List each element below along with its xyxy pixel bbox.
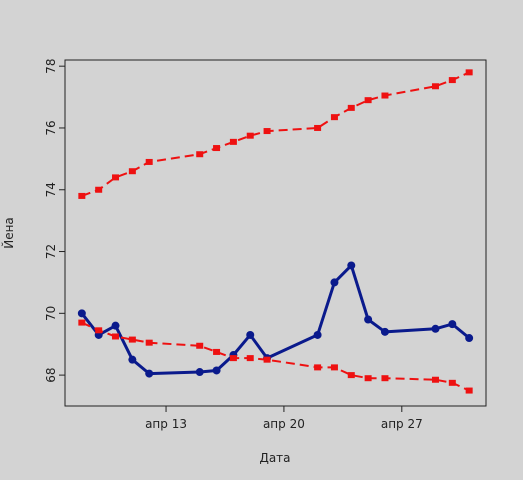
data-point	[347, 104, 355, 111]
data-point	[364, 315, 373, 324]
data-point	[465, 69, 473, 76]
y-tick-label: 78	[44, 59, 58, 74]
data-point	[381, 375, 389, 382]
data-point	[128, 168, 136, 175]
data-point	[196, 342, 204, 349]
data-point	[263, 128, 271, 135]
data-point	[314, 364, 322, 371]
data-point	[145, 369, 154, 378]
data-point	[448, 379, 456, 386]
data-point	[145, 158, 153, 165]
y-axis-title: Йена	[1, 217, 16, 249]
series-2	[78, 69, 473, 199]
data-point	[330, 278, 339, 287]
series-layer	[77, 69, 474, 394]
data-point	[229, 138, 237, 145]
series-line	[80, 263, 471, 376]
series-line	[81, 71, 470, 197]
data-point	[213, 145, 221, 152]
y-tick-label: 70	[44, 306, 58, 321]
data-point	[195, 368, 204, 377]
data-point	[77, 309, 86, 318]
data-point	[314, 124, 322, 131]
data-point	[229, 355, 237, 362]
data-point	[95, 186, 103, 193]
x-tick-label: апр 20	[263, 417, 305, 431]
data-point	[347, 261, 356, 270]
data-point	[213, 348, 221, 355]
y-tick-label: 74	[44, 182, 58, 197]
data-point	[381, 92, 389, 99]
data-point	[128, 336, 136, 343]
plot-frame	[64, 59, 487, 407]
data-point	[465, 387, 473, 394]
y-tick-label: 72	[44, 244, 58, 259]
data-point	[246, 132, 254, 139]
data-point	[431, 376, 439, 383]
data-point	[448, 77, 456, 84]
data-point	[431, 83, 439, 90]
data-point	[246, 355, 254, 362]
data-point	[364, 375, 372, 382]
series-3	[78, 319, 473, 394]
data-point	[431, 324, 440, 333]
data-point	[78, 319, 86, 326]
data-point	[145, 339, 153, 346]
x-axis: апр 13 апр 20 апр 27	[145, 406, 423, 431]
data-point	[364, 97, 372, 104]
data-point	[78, 192, 86, 199]
data-point	[313, 330, 322, 339]
data-point	[196, 151, 204, 158]
x-tick-label: апр 27	[381, 417, 423, 431]
y-axis: 68 70 72 74 76 78	[44, 59, 65, 383]
data-point	[465, 334, 474, 343]
data-point	[330, 114, 338, 121]
y-tick-label: 76	[44, 120, 58, 135]
data-point	[448, 320, 457, 329]
data-point	[263, 356, 271, 363]
series-line	[81, 321, 470, 392]
y-tick-label: 68	[44, 367, 58, 382]
x-tick-label: апр 13	[145, 417, 187, 431]
data-point	[380, 327, 389, 336]
data-point	[347, 372, 355, 379]
data-point	[330, 364, 338, 371]
data-point	[212, 366, 221, 375]
data-point	[246, 330, 255, 339]
x-axis-title: Дата	[259, 451, 290, 465]
data-point	[112, 174, 120, 181]
data-point	[128, 355, 137, 364]
data-point	[95, 327, 103, 334]
data-point	[112, 333, 120, 340]
data-point	[111, 321, 120, 330]
